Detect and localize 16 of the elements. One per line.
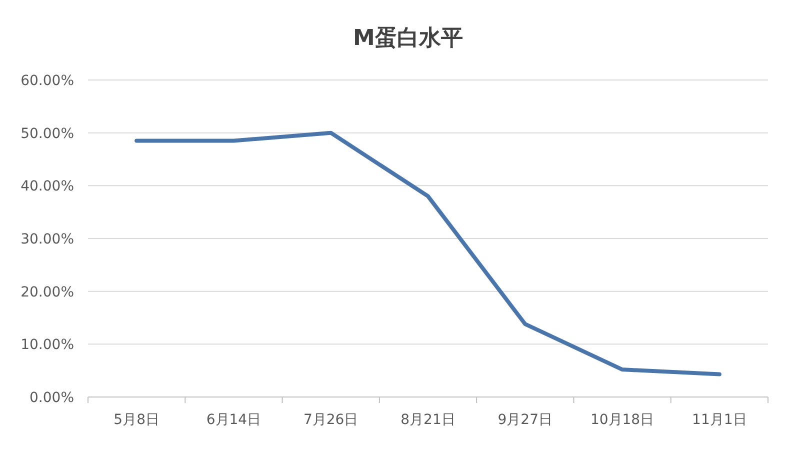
y-tick-label: 0.00% — [30, 390, 74, 406]
y-tick-label: 30.00% — [20, 232, 74, 248]
y-tick-label: 20.00% — [20, 284, 74, 300]
x-tick-label: 10月18日 — [590, 412, 654, 428]
y-tick-label: 50.00% — [20, 126, 74, 142]
x-tick-label: 11月1日 — [692, 412, 747, 428]
x-tick-label: 6月14日 — [206, 412, 262, 428]
y-tick-label: 60.00% — [20, 73, 74, 89]
y-tick-label: 10.00% — [20, 337, 74, 354]
y-tick-label: 40.00% — [20, 178, 74, 195]
x-tick-label: 7月26日 — [303, 412, 358, 428]
x-tick-label: 8月21日 — [400, 412, 456, 428]
chart-title: M蛋白水平 — [353, 26, 463, 51]
line-series — [134, 130, 722, 376]
x-tick-label: 5月8日 — [114, 412, 160, 428]
x-tick-label: 9月27日 — [498, 412, 553, 428]
